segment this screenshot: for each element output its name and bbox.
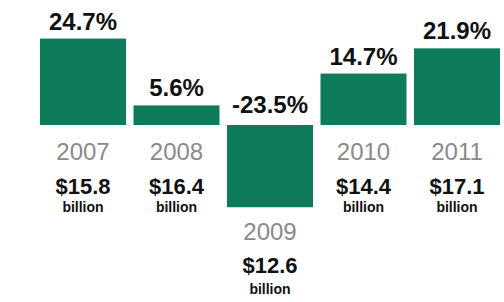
page: {"chart_data": {"type": "bar", "categori… — [0, 0, 504, 302]
revenue-unit: billion — [62, 199, 103, 215]
data-label: -23.5% — [232, 91, 308, 118]
category-label: 2011 — [431, 138, 483, 165]
data-label: 21.9% — [423, 17, 491, 44]
category-label: 2010 — [337, 138, 390, 165]
revenue-unit: billion — [156, 199, 197, 215]
category-label: 2008 — [150, 138, 203, 165]
revenue-unit: billion — [436, 199, 477, 215]
category-label: 2009 — [243, 218, 296, 245]
labels: 2007$15.8billion2008$16.4billion2009$12.… — [55, 138, 484, 297]
chart: 2007$15.8billion2008$16.4billion2009$12.… — [0, 0, 504, 302]
bar — [40, 39, 126, 125]
data-label: 24.7% — [49, 8, 117, 35]
bar — [134, 105, 220, 125]
revenue-unit: billion — [343, 199, 384, 215]
bar — [414, 48, 500, 125]
bars — [40, 39, 500, 208]
category-label: 2007 — [56, 138, 109, 165]
revenue-label: $17.1 — [429, 174, 484, 199]
revenue-unit: billion — [249, 281, 290, 297]
bar — [321, 74, 407, 125]
data-label: 5.6% — [149, 74, 204, 101]
revenue-label: $15.8 — [55, 174, 110, 199]
revenue-label: $14.4 — [336, 174, 392, 199]
data-label: 14.7% — [329, 43, 397, 70]
revenue-label: $16.4 — [149, 174, 205, 199]
revenue-label: $12.6 — [242, 253, 297, 278]
bar — [227, 125, 313, 207]
